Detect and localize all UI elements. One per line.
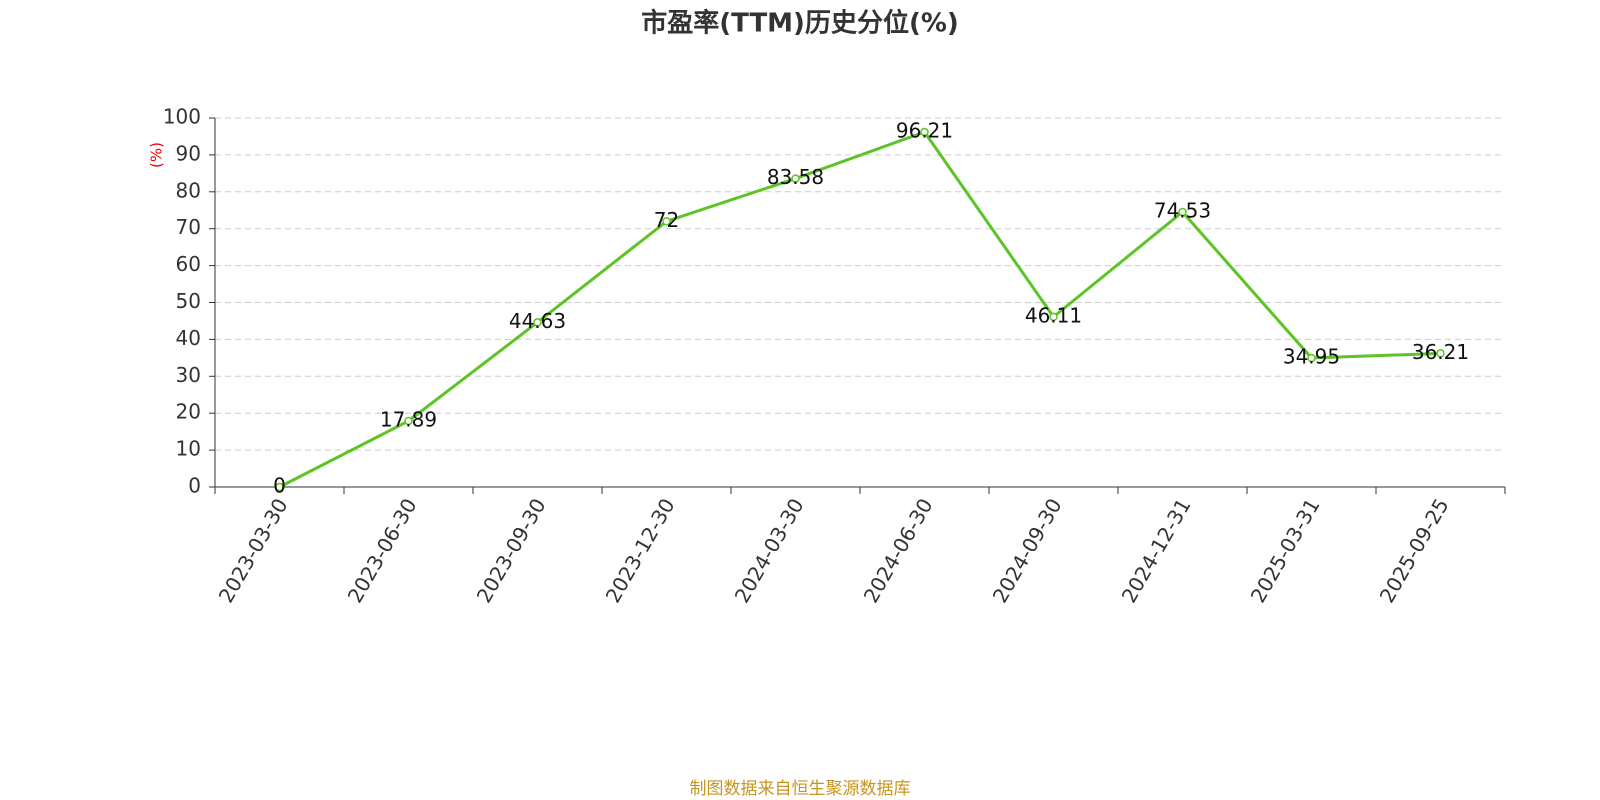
y-tick-label: 60 — [176, 252, 201, 276]
y-tick-label: 90 — [176, 141, 201, 165]
x-tick-label: 2023-09-30 — [472, 494, 551, 607]
y-tick-label: 80 — [176, 178, 201, 202]
x-tick-label: 2025-03-31 — [1246, 494, 1325, 607]
y-tick-label: 50 — [176, 289, 201, 313]
data-label: 36.21 — [1412, 340, 1469, 364]
data-label: 83.58 — [767, 165, 824, 189]
source-note: 制图数据来自恒生聚源数据库 — [690, 779, 911, 799]
x-tick-label: 2024-06-30 — [859, 494, 938, 607]
data-point — [275, 482, 284, 492]
y-tick-label: 40 — [176, 326, 201, 350]
data-point — [1049, 312, 1058, 322]
x-tick-label: 2023-03-30 — [214, 494, 293, 607]
data-line — [278, 130, 1441, 489]
data-label: 0 — [273, 474, 286, 498]
data-point — [533, 318, 542, 327]
y-tick-label: 20 — [176, 400, 201, 424]
data-label: 17.89 — [380, 407, 437, 431]
data-label: 34.95 — [1283, 345, 1340, 369]
x-tick-label: 2024-12-31 — [1117, 494, 1196, 607]
y-tick-label: 100 — [163, 105, 201, 129]
data-point — [1307, 353, 1316, 363]
data-point — [1436, 349, 1445, 358]
x-tick-label: 2023-12-30 — [601, 494, 680, 607]
y-axis-label: (%) — [148, 142, 166, 168]
data-point — [920, 127, 929, 137]
data-point — [662, 217, 671, 226]
x-tick-label: 2024-09-30 — [988, 494, 1067, 607]
data-label: 74.53 — [1154, 198, 1211, 222]
x-tick-label: 2024-03-30 — [730, 494, 809, 607]
y-tick-label: 10 — [176, 437, 201, 461]
data-point — [404, 416, 413, 426]
data-label: 44.63 — [509, 309, 566, 333]
data-point — [1178, 207, 1187, 217]
data-label: 46.11 — [1025, 303, 1082, 327]
y-tick-label: 30 — [176, 363, 201, 387]
data-label: 72 — [654, 208, 679, 232]
chart-title: 市盈率(TTM)历史分位(%) — [641, 8, 959, 39]
data-point — [791, 174, 800, 183]
x-tick-label: 2023-06-30 — [343, 494, 422, 607]
y-tick-label: 70 — [176, 215, 201, 239]
y-tick-label: 0 — [188, 474, 201, 498]
x-tick-label: 2025-09-25 — [1375, 494, 1454, 607]
data-label: 96.21 — [896, 118, 953, 142]
